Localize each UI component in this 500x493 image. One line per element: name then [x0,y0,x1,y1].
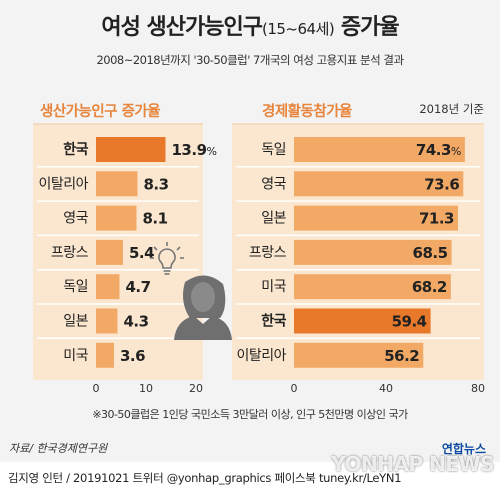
right-x-tick-label: 0 [291,382,298,395]
right-bar [294,274,451,300]
left-category-label: 일본 [63,314,88,330]
left-x-tick-label: 20 [189,382,203,395]
right-value-label: 68.5 [413,244,448,262]
credit-line: 김지영 인턴 / 20191021 트위터 @yonhap_graphics 페… [8,471,402,485]
left-category-label: 영국 [63,211,88,227]
left-category-label: 프랑스 [51,245,89,261]
footnote: ※30-50클럽은 1인당 국민소득 3만달러 이상, 인구 5천만명 이상인 … [92,408,408,421]
left-value-label: 8.3 [144,175,169,193]
right-value-label: 68.2 [412,278,447,296]
right-bar [294,205,458,231]
left-bar [96,239,123,265]
right-value-label: 74.3% [416,141,461,159]
lightbulb-icon [150,242,184,275]
right-panel-basis-note: 2018년 기준 [419,102,484,116]
right-bar [294,137,465,162]
left-value-label: 5.4 [129,244,154,262]
left-value-label: 13.9% [172,141,217,159]
left-bar [96,171,138,197]
left-value-label: 3.6 [120,347,145,365]
title-suffix: 증가율 [334,15,400,40]
watermark: YONHAP NEWS [331,452,494,476]
left-value-label: 4.7 [126,278,151,296]
chart-subtitle: 2008~2018년까지 '30-50클럽' 7개국의 여성 고용지표 분석 결… [96,53,404,67]
left-value-label: 4.3 [124,313,149,331]
right-bar [294,308,431,334]
title-main: 여성 생산가능인구 [101,15,263,40]
right-category-label: 영국 [261,176,286,192]
woman-with-lightbulb-icon [150,242,232,340]
left-bar [96,342,114,368]
right-value-label: 71.3 [419,210,454,228]
left-bar [96,274,120,300]
left-panel-title: 생산가능인구 증가율 [40,104,161,120]
right-category-label: 한국 [261,314,286,330]
right-bar [294,342,424,368]
right-category-label: 미국 [261,279,286,295]
left-bar [96,308,118,334]
left-x-tick-label: 10 [139,382,153,395]
left-bar [96,137,166,162]
left-value-label: 8.1 [143,210,168,228]
right-category-label: 이탈리아 [236,348,286,364]
right-bar [294,239,452,265]
chart-title: 여성 생산가능인구(15~64세) 증가율 [0,9,500,41]
agency-logo-text: 연합뉴스 [441,442,486,456]
right-bar [294,171,464,197]
right-category-label: 독일 [261,142,286,158]
title-paren: (15~64세) [261,20,335,38]
left-category-label: 독일 [63,279,88,295]
right-x-tick-label: 40 [379,382,393,395]
left-category-label: 한국 [63,142,88,158]
left-bar [96,205,137,231]
right-value-label: 59.4 [392,313,427,331]
right-value-label: 73.6 [424,175,459,193]
left-x-tick-label: 0 [93,382,100,395]
right-x-tick-label: 80 [471,382,485,395]
left-category-label: 이탈리아 [38,176,88,192]
right-category-label: 일본 [261,211,286,227]
right-panel-title: 경제활동참가율 [262,104,352,120]
chart-panels: 한국 13.9% 이탈리아 8.3 영국 8.1 프랑스 5.4 독일 4.7 일본 4.3 미국 3.6… [33,123,485,395]
left-category-label: 미국 [63,348,88,364]
source-text: 자료/ 한국경제연구원 [9,442,108,455]
right-category-label: 프랑스 [249,245,287,261]
footer-bar: 김지영 인턴 / 20191021 트위터 @yonhap_graphics 페… [0,462,500,493]
woman-silhouette-icon [174,275,232,340]
right-value-label: 56.2 [384,347,419,365]
